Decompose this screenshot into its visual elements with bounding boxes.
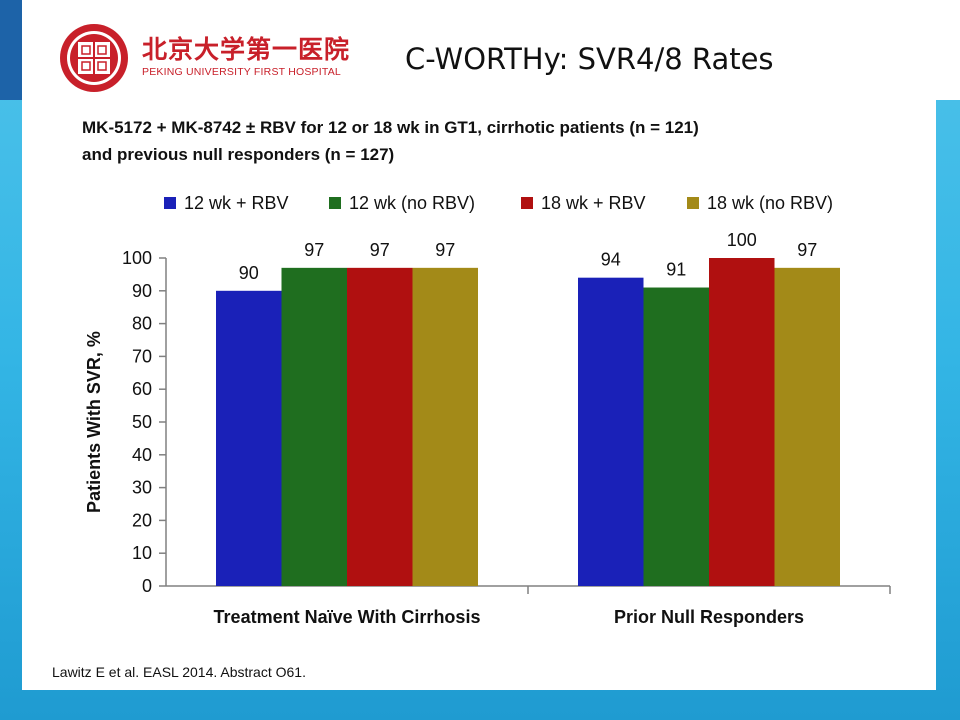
- x-category-label: Treatment Naïve With Cirrhosis: [214, 607, 481, 627]
- header-accent-bar: [0, 0, 22, 100]
- bar-value-label: 97: [304, 240, 324, 260]
- legend-swatch: [164, 197, 176, 209]
- legend-label: 18 wk + RBV: [541, 193, 646, 213]
- bar: [216, 290, 282, 586]
- y-tick-label: 30: [132, 478, 152, 498]
- legend-swatch: [687, 197, 699, 209]
- bar-value-label: 94: [601, 250, 621, 270]
- bar-value-label: 90: [239, 263, 259, 283]
- hospital-name-en: PEKING UNIVERSITY FIRST HOSPITAL: [142, 66, 341, 78]
- study-description: MK-5172 + MK-8742 ± RBV for 12 or 18 wk …: [82, 114, 882, 168]
- bar-value-label: 100: [727, 230, 757, 250]
- legend-label: 18 wk (no RBV): [707, 193, 833, 213]
- bar: [643, 287, 709, 586]
- citation: Lawitz E et al. EASL 2014. Abstract O61.: [52, 664, 306, 680]
- y-tick-label: 20: [132, 510, 152, 530]
- y-tick-label: 80: [132, 314, 152, 334]
- y-tick-label: 70: [132, 346, 152, 366]
- bar: [774, 267, 840, 586]
- legend-label: 12 wk (no RBV): [349, 193, 475, 213]
- bar-value-label: 97: [797, 240, 817, 260]
- legend-label: 12 wk + RBV: [184, 193, 289, 213]
- bar: [281, 267, 347, 586]
- y-tick-label: 50: [132, 412, 152, 432]
- hospital-seal-icon: [60, 24, 128, 92]
- y-tick-label: 100: [122, 248, 152, 268]
- bar: [709, 258, 775, 586]
- y-tick-label: 0: [142, 576, 152, 596]
- study-description-line-1: MK-5172 + MK-8742 ± RBV for 12 or 18 wk …: [82, 118, 699, 137]
- y-tick-label: 90: [132, 281, 152, 301]
- study-description-line-2: and previous null responders (n = 127): [82, 145, 395, 164]
- bar-value-label: 91: [666, 260, 686, 280]
- bar-value-label: 97: [435, 240, 455, 260]
- y-tick-label: 40: [132, 445, 152, 465]
- hospital-name-cn: 北京大学第一医院: [142, 35, 351, 64]
- bar: [578, 277, 644, 586]
- bar: [347, 267, 413, 586]
- legend-swatch: [329, 197, 341, 209]
- bar: [412, 267, 478, 586]
- legend-swatch: [521, 197, 533, 209]
- y-tick-label: 10: [132, 543, 152, 563]
- y-axis-label: Patients With SVR, %: [84, 331, 104, 513]
- slide-title: C-WORTHy: SVR4/8 Rates: [405, 42, 774, 76]
- bar-value-label: 97: [370, 240, 390, 260]
- slide-header: [22, 0, 960, 100]
- x-category-label: Prior Null Responders: [614, 607, 804, 627]
- y-tick-label: 60: [132, 379, 152, 399]
